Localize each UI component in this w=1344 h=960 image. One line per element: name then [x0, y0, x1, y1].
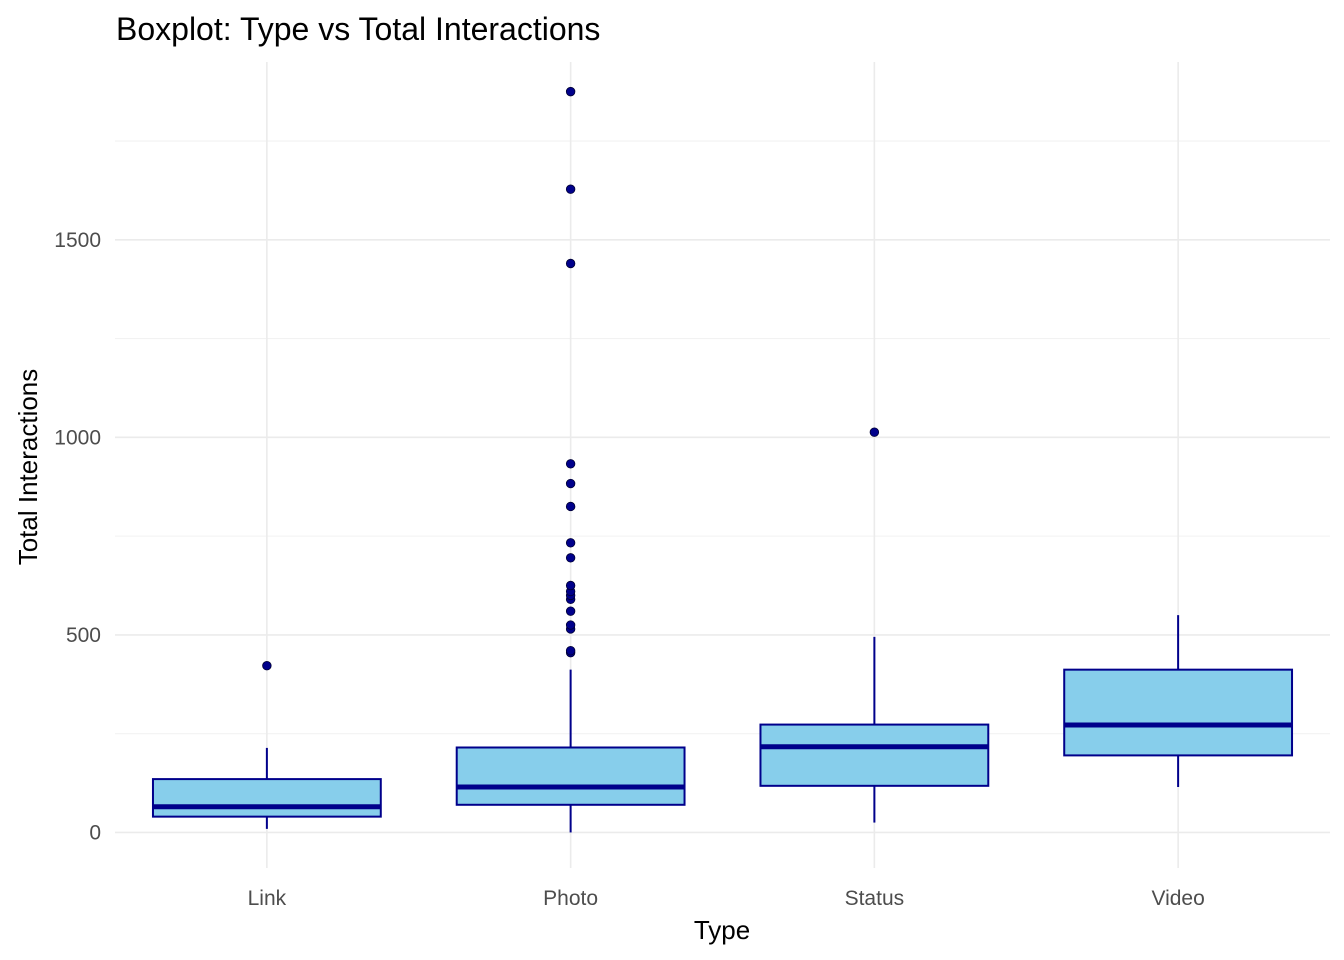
outlier-point [565, 580, 576, 591]
iqr-box [1063, 668, 1294, 757]
iqr-box [759, 723, 990, 787]
y-tick-label: 500 [66, 624, 101, 647]
outlier-point [565, 501, 576, 512]
y-tick-label: 1000 [54, 426, 101, 449]
x-tick-label: Link [248, 887, 287, 910]
y-tick-label: 0 [89, 821, 101, 844]
x-axis-ticks: Link Photo Status Video [248, 887, 1205, 910]
y-axis-title: Total Interactions [13, 369, 43, 566]
outlier-point [565, 620, 576, 630]
outlier-point [565, 538, 576, 548]
outlier-point [565, 553, 576, 563]
outlier-point [565, 645, 576, 656]
chart-title: Boxplot: Type vs Total Interactions [116, 11, 600, 47]
x-tick-label: Status [845, 887, 905, 910]
outlier-point [565, 184, 576, 194]
box-link [151, 661, 382, 829]
outlier-point [565, 478, 576, 489]
y-tick-label: 1500 [54, 229, 101, 252]
x-tick-label: Photo [543, 887, 598, 910]
y-axis-ticks: 0 500 1000 1500 [54, 229, 101, 845]
outlier-point [565, 606, 576, 616]
box-video [1063, 615, 1294, 788]
outlier-point [869, 427, 880, 437]
x-tick-label: Video [1151, 887, 1204, 910]
iqr-box [455, 746, 686, 806]
x-axis-title: Type [694, 915, 750, 945]
outlier-point [565, 258, 576, 269]
boxes [151, 86, 1294, 833]
outlier-point [565, 459, 576, 469]
iqr-box [151, 778, 382, 818]
box-status [759, 427, 990, 823]
outlier-point [262, 661, 272, 671]
outlier-point [565, 86, 576, 97]
box-photo [455, 86, 686, 833]
